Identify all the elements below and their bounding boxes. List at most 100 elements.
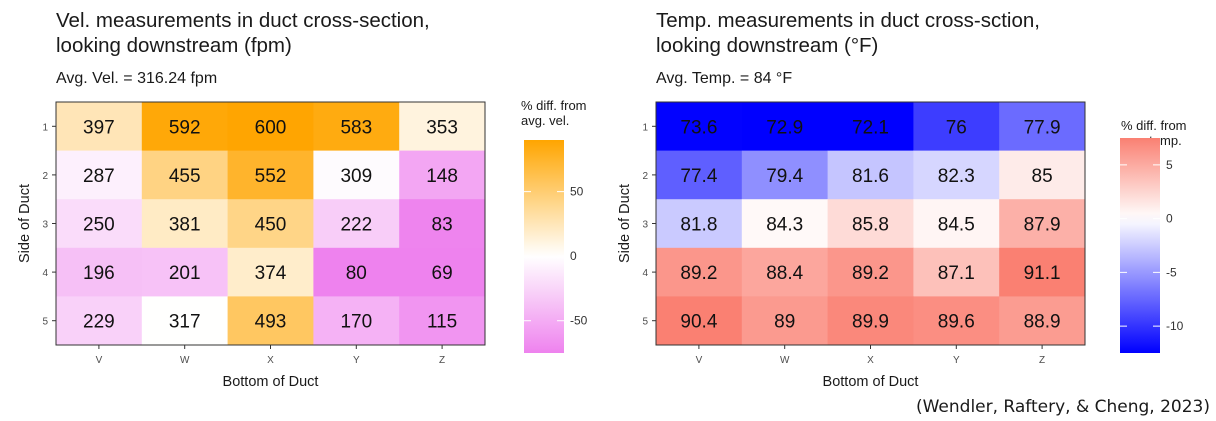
temperature-y-tick-label: 5 xyxy=(642,317,648,328)
velocity-cell xyxy=(399,199,486,249)
velocity-legend-colorbar xyxy=(524,140,564,353)
temperature-x-axis-title: Bottom of Duct xyxy=(823,374,919,390)
velocity-heatmap-panel: Vel. measurements in duct cross-section,… xyxy=(17,9,588,390)
temperature-cell xyxy=(656,199,743,249)
citation: (Wendler, Raftery, & Cheng, 2023) xyxy=(915,397,1210,417)
velocity-x-tick-label: X xyxy=(267,355,274,366)
velocity-cell xyxy=(313,150,400,200)
temperature-cell xyxy=(741,247,829,297)
velocity-cell-label: 583 xyxy=(340,117,372,138)
velocity-chart-title: Vel. measurements in duct cross-section, xyxy=(56,9,430,32)
velocity-cell-label: 353 xyxy=(426,117,458,138)
temperature-cell-label: 91.1 xyxy=(1024,263,1061,284)
velocity-cell xyxy=(227,199,314,249)
velocity-cell xyxy=(313,102,400,152)
velocity-chart-title-line2: looking downstream (fpm) xyxy=(56,34,292,57)
velocity-cell-label: 196 xyxy=(83,263,115,284)
temperature-legend-colorbar xyxy=(1120,138,1160,353)
temperature-chart-title-line2: looking downstream (°F) xyxy=(656,34,879,57)
velocity-cell xyxy=(313,199,400,249)
temperature-y-tick-label: 4 xyxy=(642,268,648,279)
velocity-cell-label: 317 xyxy=(169,312,201,333)
velocity-cell xyxy=(227,150,314,200)
velocity-cell-label: 222 xyxy=(340,215,372,236)
temperature-cell xyxy=(999,247,1086,297)
temperature-cell-label: 84.3 xyxy=(766,215,803,236)
velocity-cell-label: 455 xyxy=(169,166,201,187)
temperature-cell-label: 72.9 xyxy=(766,117,803,138)
velocity-cell xyxy=(56,199,143,249)
temperature-chart-subtitle: Avg. Temp. = 84 °F xyxy=(656,70,793,87)
temperature-heatmap-svg: 73.6 72.9 72.1 76 77.9 77.4 79.4 81.6 82.3 85 81.8… xyxy=(617,101,1187,390)
temperature-heatmap-panel: Temp. measurements in duct cross-sction,… xyxy=(610,0,1216,421)
velocity-cell xyxy=(56,102,143,152)
temperature-legend-tick-label: 5 xyxy=(1166,158,1173,172)
temperature-cell xyxy=(741,150,829,200)
temperature-cell-label: 88.4 xyxy=(766,263,803,284)
temperature-y-tick-label: 1 xyxy=(642,122,648,133)
temperature-cell-label: 87.9 xyxy=(1024,215,1061,236)
temperature-cell-label: 76 xyxy=(946,117,967,138)
velocity-cell-label: 250 xyxy=(83,215,115,236)
temperature-cell-label: 88.9 xyxy=(1024,312,1061,333)
temperature-x-tick-label: Y xyxy=(953,355,960,366)
temperature-cell xyxy=(827,247,914,297)
velocity-cell-label: 600 xyxy=(255,117,287,138)
temperature-cell-label: 90.4 xyxy=(680,312,717,333)
temperature-y-tick-label: 3 xyxy=(642,220,648,231)
temperature-legend-title: % diff. from xyxy=(1121,118,1187,133)
temperature-x-tick-label: W xyxy=(780,355,790,366)
velocity-cell-label: 450 xyxy=(255,215,287,236)
temperature-cell-label: 89.2 xyxy=(852,263,889,284)
velocity-cell xyxy=(313,296,400,346)
velocity-cell-label: 552 xyxy=(255,166,287,187)
temperature-cell-label: 84.5 xyxy=(938,215,975,236)
velocity-cell xyxy=(399,247,486,297)
velocity-x-tick-label: Z xyxy=(439,355,445,366)
temperature-cell xyxy=(656,247,743,297)
velocity-cell xyxy=(313,247,400,297)
temperature-cell xyxy=(741,102,829,152)
temperature-y-axis-title: Side of Duct xyxy=(617,184,633,263)
velocity-cell-label: 115 xyxy=(427,312,457,333)
temperature-cell-label: 87.1 xyxy=(938,263,975,284)
temperature-cell xyxy=(741,199,829,249)
velocity-legend-tick-label: 0 xyxy=(570,249,577,263)
velocity-y-tick-label: 3 xyxy=(42,220,48,231)
temperature-cell xyxy=(999,150,1086,200)
temperature-cell-label: 81.6 xyxy=(852,166,889,187)
velocity-x-tick-label: W xyxy=(180,355,190,366)
velocity-y-tick-label: 1 xyxy=(42,122,48,133)
velocity-cell xyxy=(141,247,229,297)
velocity-cell-label: 148 xyxy=(426,166,458,187)
velocity-legend-tick-label: 50 xyxy=(570,185,584,199)
velocity-cell-label: 80 xyxy=(346,263,367,284)
temperature-cell xyxy=(827,102,914,152)
velocity-cell-label: 170 xyxy=(340,312,372,333)
temperature-cell xyxy=(913,247,1000,297)
temperature-legend-tick-label: -5 xyxy=(1166,265,1177,279)
velocity-cell-label: 493 xyxy=(255,312,287,333)
velocity-y-tick-label: 4 xyxy=(42,268,48,279)
velocity-cell-label: 201 xyxy=(169,263,201,284)
velocity-x-tick-label: V xyxy=(96,355,103,366)
temperature-cell-label: 89.6 xyxy=(938,312,975,333)
temperature-cell-label: 81.8 xyxy=(680,215,717,236)
temperature-cell-label: 89.9 xyxy=(852,312,889,333)
temperature-cell xyxy=(999,296,1086,346)
velocity-cell xyxy=(56,247,143,297)
temperature-cell xyxy=(656,150,743,200)
temperature-cell xyxy=(913,150,1000,200)
velocity-cell xyxy=(141,150,229,200)
temperature-cell xyxy=(827,150,914,200)
velocity-cell xyxy=(399,102,486,152)
velocity-cell xyxy=(227,102,314,152)
temperature-legend-tick-label: -10 xyxy=(1166,319,1184,333)
velocity-cell-label: 69 xyxy=(432,263,453,284)
temperature-cell xyxy=(741,296,829,346)
velocity-y-tick-label: 2 xyxy=(42,171,48,182)
temperature-cell-label: 82.3 xyxy=(938,166,975,187)
velocity-cell xyxy=(227,247,314,297)
velocity-legend-tick-label: -50 xyxy=(570,314,588,328)
